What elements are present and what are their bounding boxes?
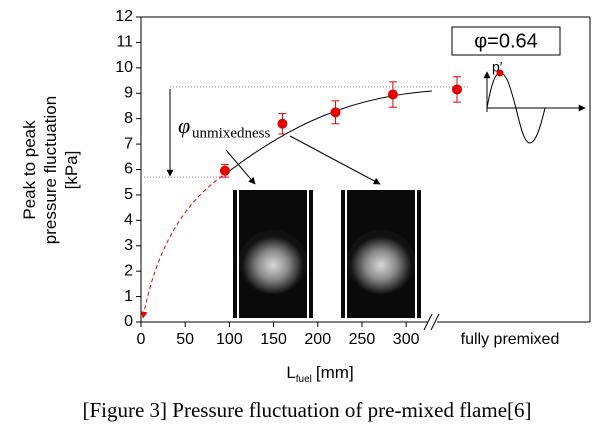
axis-break (423, 313, 440, 331)
data-point (277, 118, 288, 129)
x-axis-label: Lfuel [mm] (286, 363, 353, 384)
x-tick-label: 250 (349, 331, 376, 348)
y-tick-label: 11 (116, 34, 133, 51)
data-point (452, 84, 462, 95)
y-tick-label: 0 (124, 313, 133, 330)
condition-box (451, 26, 561, 56)
flame-image (341, 190, 421, 318)
x-tick-label: fully premixed (461, 331, 560, 348)
inset-label: p′ (492, 59, 503, 75)
y-tick-label: 12 (115, 8, 133, 25)
y-tick-label: 9 (124, 84, 133, 101)
y-axis-label-line: pressure fluctuation (41, 96, 60, 244)
inset-peak (496, 69, 504, 77)
fit-curve (227, 90, 433, 173)
data-point (387, 89, 398, 100)
data-point (219, 165, 230, 176)
annotation-symbol: φ (178, 113, 190, 138)
x-tick-label: 50 (176, 331, 194, 348)
x-tick-label: 0 (137, 331, 146, 348)
x-tick-label: 150 (260, 331, 287, 348)
y-tick-label: 8 (124, 110, 133, 127)
arrow (289, 135, 381, 185)
y-tick-label: 2 (124, 262, 133, 279)
y-tick-label: 3 (124, 237, 133, 254)
data-point (330, 107, 341, 118)
caption: [Figure 3] Pressure fluctuation of pre-m… (82, 398, 531, 422)
annotation-subscript: unmixedness (192, 125, 270, 141)
y-tick-label: 4 (124, 212, 133, 229)
y-axis-label: Peak to peak pressure fluctuation [kPa] (20, 96, 81, 244)
y-tick-label: 7 (124, 135, 133, 152)
y-axis-label-line: [kPa] (62, 151, 81, 190)
inset-wave (486, 72, 546, 144)
condition: φ=0.64 (474, 30, 538, 52)
extrapolated-curve (140, 171, 229, 319)
y-tick-label: 1 (124, 288, 133, 305)
x-tick-label: 200 (304, 331, 331, 348)
y-axis-label-line: Peak to peak (20, 120, 39, 220)
y-tick-label: 10 (115, 59, 133, 76)
y-tick-label: 5 (124, 186, 133, 203)
arrow (225, 149, 256, 185)
x-tick-label: 300 (393, 331, 420, 348)
flame-image (233, 190, 313, 318)
y-tick-label: 6 (124, 161, 133, 178)
x-tick-label: 100 (216, 331, 243, 348)
